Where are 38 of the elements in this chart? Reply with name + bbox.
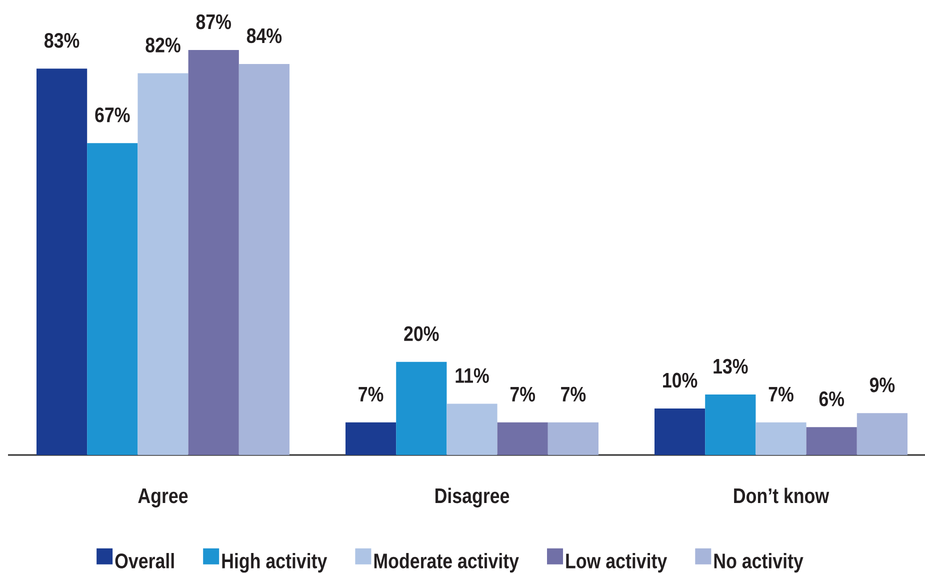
bar [188, 50, 239, 455]
data-label: 7% [561, 386, 586, 402]
data-label: 83% [44, 32, 80, 48]
data-label: 7% [510, 386, 536, 402]
legend-label: Moderate activity [374, 552, 519, 573]
bar [705, 394, 756, 455]
data-label: 87% [196, 14, 231, 30]
bar [806, 427, 857, 455]
bar [36, 68, 88, 455]
bar [138, 73, 188, 455]
legend-label: High activity [222, 552, 328, 573]
bar [756, 422, 806, 455]
bar [654, 408, 706, 455]
data-label: 13% [714, 358, 748, 374]
bar [87, 143, 138, 455]
data-label: 10% [663, 372, 698, 388]
data-label: 82% [146, 38, 180, 52]
data-label: 67% [95, 107, 130, 122]
bar [238, 64, 290, 455]
data-label: 20% [404, 326, 439, 342]
x-tick-label: Agree [138, 488, 188, 508]
bar [446, 404, 498, 455]
legend-label: Low activity [566, 552, 668, 573]
bar [396, 362, 447, 455]
bar [346, 422, 396, 455]
x-tick-label: Disagree [435, 488, 510, 508]
data-label: 7% [358, 386, 384, 402]
bar [856, 413, 908, 455]
data-label: 7% [768, 386, 794, 402]
legend-label: No activity [714, 552, 804, 573]
bar [548, 422, 599, 455]
x-tick-label: Don’t know [734, 488, 830, 504]
legend-label: Overall [115, 552, 174, 568]
data-label: 6% [819, 391, 844, 406]
bar [497, 422, 548, 455]
data-label: 84% [246, 28, 282, 44]
data-label: 11% [456, 368, 489, 383]
data-label: 9% [870, 377, 895, 392]
